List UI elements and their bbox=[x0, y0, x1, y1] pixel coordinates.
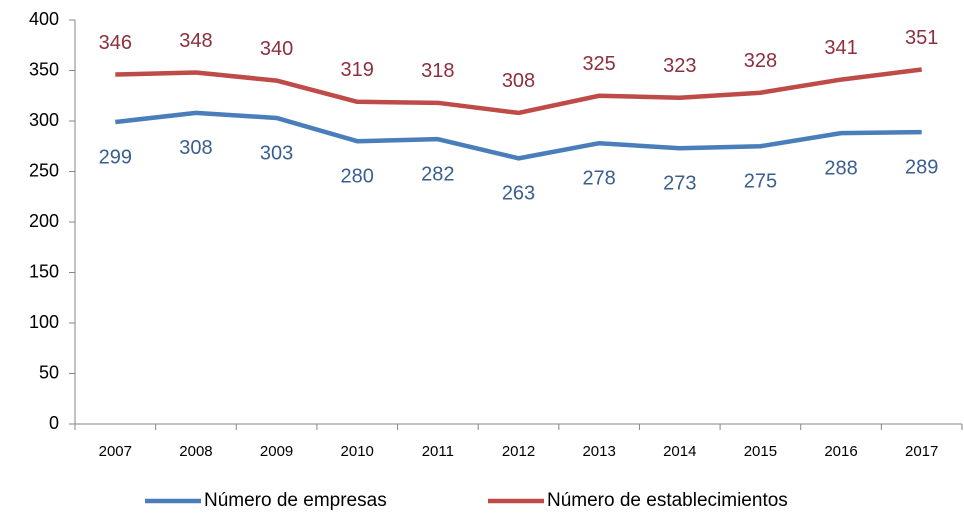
data-label: 319 bbox=[341, 59, 374, 81]
data-label: 308 bbox=[179, 137, 212, 159]
data-label: 280 bbox=[341, 165, 374, 187]
y-tick-label: 100 bbox=[29, 312, 59, 332]
data-label: 299 bbox=[99, 146, 132, 168]
x-tick-label: 2007 bbox=[99, 443, 132, 460]
x-tick-label: 2013 bbox=[582, 443, 615, 460]
data-label: 323 bbox=[663, 55, 696, 77]
data-label: 273 bbox=[663, 173, 696, 195]
y-tick-label: 350 bbox=[29, 59, 59, 79]
data-label: 328 bbox=[744, 50, 777, 72]
legend-label: Número de establecimientos bbox=[547, 490, 788, 511]
data-label: 263 bbox=[502, 183, 535, 205]
x-tick-label: 2010 bbox=[341, 443, 374, 460]
y-tick-label: 50 bbox=[39, 362, 59, 382]
data-label: 303 bbox=[260, 142, 293, 164]
data-label: 348 bbox=[179, 30, 212, 52]
x-tick-label: 2014 bbox=[663, 443, 696, 460]
data-label: 278 bbox=[582, 168, 615, 190]
x-tick-label: 2016 bbox=[824, 443, 857, 460]
y-tick-label: 0 bbox=[49, 413, 59, 433]
y-tick-label: 300 bbox=[29, 110, 59, 130]
x-tick-label: 2008 bbox=[179, 443, 212, 460]
data-label: 282 bbox=[421, 163, 454, 185]
y-tick-label: 250 bbox=[29, 160, 59, 180]
data-label: 289 bbox=[905, 156, 938, 178]
data-label: 275 bbox=[744, 171, 777, 193]
series-line bbox=[115, 110, 922, 161]
x-tick-label: 2017 bbox=[905, 443, 938, 460]
x-tick-label: 2012 bbox=[502, 443, 535, 460]
data-label: 341 bbox=[824, 37, 857, 59]
y-tick-label: 150 bbox=[29, 261, 59, 281]
legend-label: Número de empresas bbox=[204, 490, 387, 511]
data-label: 318 bbox=[421, 60, 454, 82]
data-label: 351 bbox=[905, 27, 938, 49]
series-line bbox=[115, 67, 922, 116]
data-label: 308 bbox=[502, 70, 535, 92]
data-label: 288 bbox=[824, 157, 857, 179]
x-tick-label: 2009 bbox=[260, 443, 293, 460]
data-label: 346 bbox=[99, 32, 132, 54]
y-tick-label: 200 bbox=[29, 211, 59, 231]
data-label: 325 bbox=[582, 53, 615, 75]
data-label: 340 bbox=[260, 38, 293, 60]
x-tick-label: 2015 bbox=[744, 443, 777, 460]
y-tick-label: 400 bbox=[29, 9, 59, 29]
x-tick-label: 2011 bbox=[422, 443, 454, 460]
